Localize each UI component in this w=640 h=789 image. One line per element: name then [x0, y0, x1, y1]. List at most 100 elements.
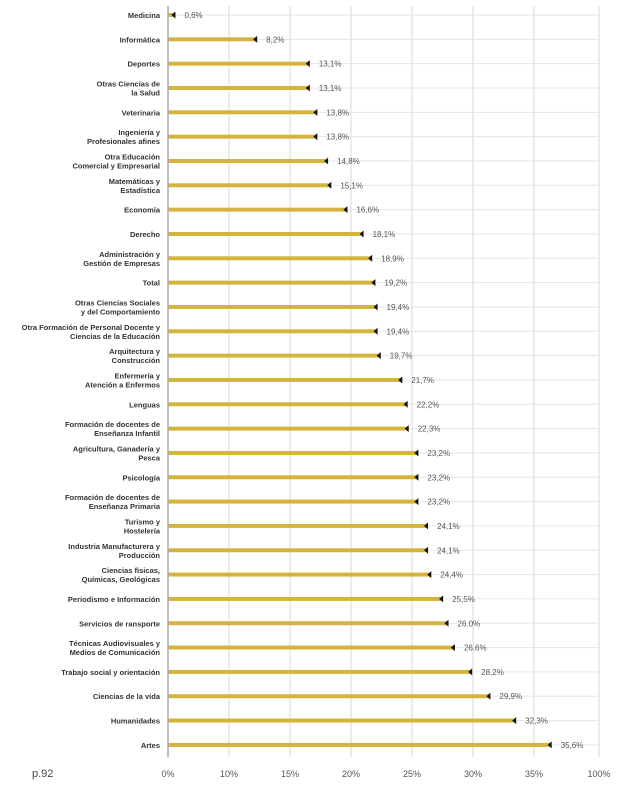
bar-end-marker: [486, 692, 491, 700]
bar-end-marker: [371, 279, 376, 287]
bar-end-marker: [376, 352, 381, 360]
value-label: 23,2%: [427, 449, 450, 458]
value-label: 29,9%: [499, 692, 522, 701]
bar: [168, 207, 347, 212]
value-label: 14,8%: [337, 157, 360, 166]
x-tick-label: 25%: [403, 769, 421, 779]
value-label: 8,2%: [266, 35, 284, 44]
bar-end-marker: [512, 717, 517, 725]
category-label: Agricultura, Ganadería y Pesca: [73, 444, 161, 462]
bar: [168, 402, 407, 407]
x-tick-label: 10%: [220, 769, 238, 779]
bar: [168, 37, 257, 42]
bar: [168, 742, 551, 747]
category-label: Periodismo e Información: [68, 595, 161, 604]
bar: [168, 158, 328, 163]
category-label: Ingeniería y Profesionales afines: [87, 128, 161, 146]
value-label: 16,6%: [356, 206, 379, 215]
value-label: 26.6%: [464, 644, 487, 653]
x-tick-label: 100%: [587, 769, 610, 779]
value-label: 23,2%: [427, 473, 450, 482]
bar-end-marker: [414, 498, 419, 506]
value-label: 13,8%: [326, 108, 349, 117]
value-label: 26.0%: [458, 619, 481, 628]
bar: [168, 596, 443, 601]
category-label: Medicina: [128, 11, 161, 20]
bar-end-marker: [424, 546, 429, 554]
bar-end-marker: [373, 327, 378, 335]
page-number: p.92: [32, 768, 54, 780]
bar-end-marker: [547, 741, 552, 749]
bar-end-marker: [444, 619, 449, 627]
bar-end-marker: [403, 400, 408, 408]
bar-end-marker: [171, 11, 176, 19]
value-label: 13,1%: [319, 60, 342, 69]
bar: [168, 85, 309, 90]
bar-end-marker: [468, 668, 473, 676]
value-label: 13,8%: [326, 133, 349, 142]
bar: [168, 231, 363, 236]
category-label: Matemáticas y Estadística: [109, 177, 161, 195]
bar: [168, 548, 428, 553]
category-label: Total: [143, 279, 160, 288]
x-tick-label: 30%: [464, 769, 482, 779]
bar: [168, 450, 418, 455]
value-label: 19,2%: [384, 279, 407, 288]
category-label: Ciencias de la vida: [93, 692, 161, 701]
bar-end-marker: [305, 84, 310, 92]
bar: [168, 13, 175, 17]
bar: [168, 134, 317, 139]
value-label: 32,3%: [525, 717, 548, 726]
category-label: Otras Ciencias Sociales y del Comportamie…: [75, 298, 160, 316]
category-label: Informática: [120, 35, 161, 44]
value-label: 24,4%: [440, 571, 463, 580]
bar-end-marker: [424, 522, 429, 530]
bar: [168, 523, 428, 528]
category-label: Otra Educación Comercial y Empresarial: [72, 152, 160, 170]
bar-end-marker: [439, 595, 444, 603]
category-label: Enfermería y Atención a Enfermos: [85, 371, 161, 389]
category-label: Psicología: [122, 473, 160, 482]
category-label: Servicios de ransporte: [79, 619, 160, 628]
x-tick-label: 35%: [525, 769, 543, 779]
category-label: Formación de docentes de Enseñanza Infant…: [65, 420, 160, 438]
value-label: 22,3%: [418, 425, 441, 434]
bar: [168, 475, 418, 480]
value-label: 24,1%: [437, 522, 460, 531]
bar: [168, 499, 418, 504]
category-label: Lenguas: [129, 400, 160, 409]
value-label: 13,1%: [319, 84, 342, 93]
value-label: 19,7%: [390, 352, 413, 361]
bar-end-marker: [450, 644, 455, 652]
bar-end-marker: [313, 108, 318, 116]
bar: [168, 572, 431, 577]
category-label: Humanidades: [111, 717, 160, 726]
bar-end-marker: [327, 181, 332, 189]
bar: [168, 645, 454, 650]
bar: [168, 61, 309, 66]
bar-end-marker: [414, 449, 419, 457]
category-label: Otra Formación de Personal Docente y Cien…: [22, 323, 161, 341]
value-label: 23,2%: [427, 498, 450, 507]
x-tick-label: 15%: [281, 769, 299, 779]
category-label: Técnicas Audiovisuales y Medios de Comuni…: [69, 639, 161, 657]
category-label: Administración y Gestión de Empresas: [83, 250, 161, 268]
x-tick-label: 20%: [342, 769, 360, 779]
value-label: 22,2%: [417, 400, 440, 409]
bar: [168, 426, 408, 431]
bar-end-marker: [359, 230, 364, 238]
value-label: 18,9%: [381, 254, 404, 263]
category-label: Formación de docentes de Enseñanza Primar…: [65, 493, 161, 511]
category-label: Turismo y Hostelería: [124, 517, 161, 535]
bar-end-marker: [414, 473, 419, 481]
bar: [168, 669, 472, 674]
bar: [168, 329, 377, 334]
value-label: 24,1%: [437, 546, 460, 555]
bar-end-marker: [253, 35, 258, 43]
value-label: 21,7%: [411, 376, 434, 385]
value-label: 15,1%: [340, 181, 363, 190]
bar-end-marker: [373, 303, 378, 311]
value-label: 19,4%: [387, 303, 410, 312]
category-label: Ciencias físicas, Químicas, Geológicas: [82, 566, 160, 584]
bar-end-marker: [398, 376, 403, 384]
